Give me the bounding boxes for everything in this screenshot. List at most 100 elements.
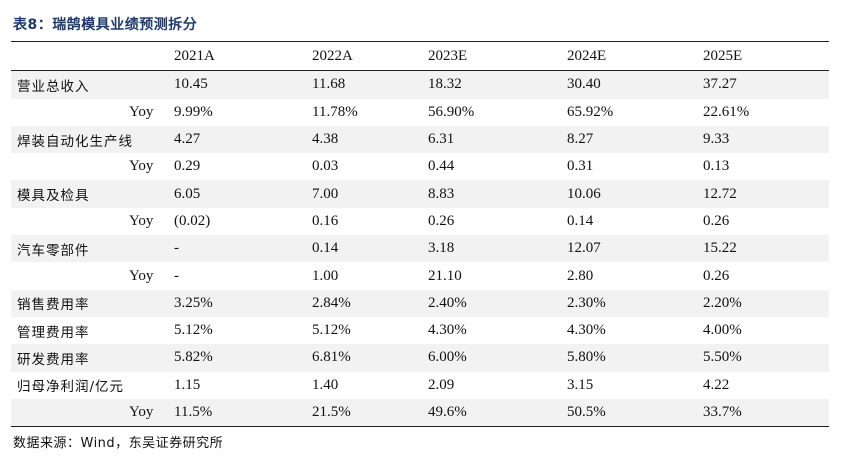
table-row: Yoy 11.5% 21.5% 49.6% 50.5% 33.7% (11, 398, 829, 427)
table-cell: 11.78% (312, 103, 358, 120)
table-cell: 37.27 (703, 76, 737, 93)
table-top-rule (11, 41, 829, 42)
table-cell: 7.00 (312, 185, 339, 202)
data-source-note: 数据来源：Wind，东吴证券研究所 (13, 436, 224, 451)
table-cell: 2.40% (428, 294, 467, 311)
header-year-3: 2023E (428, 48, 468, 65)
table-row: 焊装自动化生产线 4.27 4.38 6.31 8.27 9.33 (11, 125, 829, 154)
row-label: 焊装自动化生产线 (17, 133, 133, 150)
row-label: 汽车零部件 (17, 242, 90, 259)
row-label: 销售费用率 (17, 297, 90, 314)
row-label-yoy: Yoy (129, 158, 154, 175)
table-row: 研发费用率 5.82% 6.81% 6.00% 5.80% 5.50% (11, 344, 829, 372)
table-row: 汽车零部件 - 0.14 3.18 12.07 15.22 (11, 235, 829, 263)
table-cell: 5.50% (703, 349, 742, 366)
table-cell: 30.40 (567, 76, 601, 93)
header-year-1: 2021A (174, 48, 215, 65)
table-header-row: 2021A 2022A 2023E 2024E 2025E (11, 43, 829, 70)
table-cell: (0.02) (174, 212, 211, 229)
table-cell: 6.05 (174, 185, 201, 202)
table-body: 营业总收入 10.45 11.68 18.32 30.40 37.27 Yoy 9.99% 11… (11, 70, 829, 427)
table-cell: 6.81% (312, 349, 351, 366)
table-cell: 0.13 (703, 158, 730, 175)
table-cell: 0.26 (703, 212, 730, 229)
table-cell: 11.68 (312, 76, 346, 93)
table-cell: 9.33 (703, 131, 730, 148)
table-cell: 0.26 (703, 267, 730, 284)
table-caption: 表8：瑞鹄模具业绩预测拆分 (13, 17, 198, 33)
table-row: 模具及检具 6.05 7.00 8.83 10.06 12.72 (11, 180, 829, 208)
table-cell: 2.20% (703, 294, 742, 311)
table-row: Yoy 0.29 0.03 0.44 0.31 0.13 (11, 153, 829, 180)
table-cell: 2.80 (567, 267, 594, 284)
table-cell: 3.15 (567, 376, 594, 393)
header-year-5: 2025E (703, 48, 743, 65)
table-cell: 18.32 (428, 76, 462, 93)
table-cell: 2.09 (428, 376, 455, 393)
table-row: 营业总收入 10.45 11.68 18.32 30.40 37.27 (11, 71, 829, 99)
forecast-table: 2021A 2022A 2023E 2024E 2025E 营业总收入 10.45… (11, 43, 829, 427)
table-cell: 10.06 (567, 185, 601, 202)
table-cell: 1.00 (312, 267, 339, 284)
table-cell: 4.30% (428, 322, 467, 339)
row-label-yoy: Yoy (129, 103, 154, 120)
table-cell: 4.22 (703, 376, 730, 393)
table-row: Yoy 9.99% 11.78% 56.90% 65.92% 22.61% (11, 99, 829, 126)
table-bottom-rule (11, 426, 829, 427)
table-cell: 21.10 (428, 267, 462, 284)
row-label: 营业总收入 (17, 78, 90, 95)
table-cell: 4.38 (312, 131, 339, 148)
table-cell: 1.40 (312, 376, 339, 393)
table-cell: 5.12% (312, 322, 351, 339)
table-cell: 5.82% (174, 349, 213, 366)
table-cell: 49.6% (428, 404, 467, 420)
table-cell: 2.84% (312, 294, 351, 311)
table-cell: 0.26 (428, 212, 455, 229)
table-cell: 4.30% (567, 322, 606, 339)
table-cell: 4.00% (703, 322, 742, 339)
table-cell: 0.31 (567, 158, 594, 175)
table-cell: 15.22 (703, 240, 737, 257)
table-cell: 8.83 (428, 185, 455, 202)
table-cell: 8.27 (567, 131, 594, 148)
table-cell: 0.03 (312, 158, 339, 175)
table-cell: 0.16 (312, 212, 339, 229)
table-row: Yoy - 1.00 21.10 2.80 0.26 (11, 262, 829, 289)
row-label-yoy: Yoy (129, 267, 154, 284)
table-cell: 56.90% (428, 103, 475, 120)
table-cell: 0.14 (312, 240, 339, 257)
header-year-4: 2024E (567, 48, 607, 65)
table-cell: 3.18 (428, 240, 455, 257)
table-row: 销售费用率 3.25% 2.84% 2.40% 2.30% 2.20% (11, 289, 829, 317)
table-cell: 10.45 (174, 76, 208, 93)
row-label: 模具及检具 (17, 188, 90, 205)
table-cell: 2.30% (567, 294, 606, 311)
table-cell: 33.7% (703, 404, 742, 420)
table-cell: 9.99% (174, 103, 213, 120)
table-cell: 4.27 (174, 131, 201, 148)
table-cell: 6.00% (428, 349, 467, 366)
table-cell: 11.5% (174, 404, 213, 420)
table-cell: 5.80% (567, 349, 606, 366)
row-label-yoy: Yoy (129, 404, 154, 420)
table-cell: 21.5% (312, 404, 351, 420)
table-cell: - (174, 240, 179, 257)
table-cell: 3.25% (174, 294, 213, 311)
row-label: 管理费用率 (17, 324, 90, 341)
table-row: Yoy (0.02) 0.16 0.26 0.14 0.26 (11, 208, 829, 235)
row-label-yoy: Yoy (129, 212, 154, 229)
row-label: 归母净利润/亿元 (17, 379, 125, 396)
row-label: 研发费用率 (17, 351, 90, 368)
table-cell: 65.92% (567, 103, 614, 120)
table-cell: 12.72 (703, 185, 737, 202)
table-cell: 0.29 (174, 158, 201, 175)
table-cell: 0.44 (428, 158, 455, 175)
table-cell: 22.61% (703, 103, 750, 120)
table-cell: 1.15 (174, 376, 201, 393)
table-cell: - (174, 267, 179, 284)
table-cell: 5.12% (174, 322, 213, 339)
header-year-2: 2022A (312, 48, 353, 65)
table-cell: 0.14 (567, 212, 594, 229)
table-cell: 6.31 (428, 131, 455, 148)
table-cell: 12.07 (567, 240, 601, 257)
